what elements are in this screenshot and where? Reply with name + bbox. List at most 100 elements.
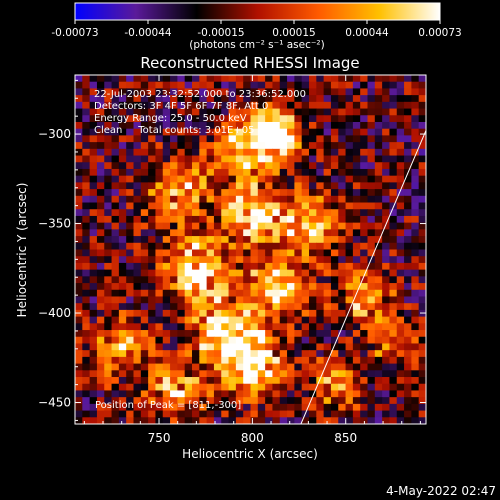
- heatmap-cell: [265, 377, 274, 385]
- heatmap-cell: [316, 390, 325, 398]
- heatmap-cell: [257, 242, 266, 251]
- heatmap-cell: [382, 296, 391, 304]
- heatmap-cell: [111, 236, 120, 244]
- heatmap-cell: [411, 142, 420, 150]
- heatmap-cell: [170, 323, 178, 331]
- heatmap-cell: [235, 202, 244, 210]
- heatmap-cell: [177, 148, 186, 157]
- heatmap-cell: [279, 195, 288, 204]
- heatmap-cell: [257, 390, 266, 398]
- heatmap-cell: [257, 249, 266, 257]
- heatmap-cell: [367, 88, 376, 96]
- heatmap-cell: [250, 417, 259, 424]
- heatmap-cell: [330, 303, 339, 311]
- heatmap-cell: [111, 135, 120, 143]
- heatmap-cell: [133, 350, 142, 358]
- heatmap-cell: [75, 397, 83, 405]
- heatmap-cell: [316, 296, 325, 304]
- heatmap-cell: [316, 276, 325, 284]
- heatmap-cell: [221, 128, 230, 136]
- heatmap-cell: [265, 162, 274, 170]
- heatmap-cell: [213, 101, 222, 110]
- heatmap-cell: [155, 88, 164, 96]
- heatmap-cell: [126, 202, 135, 210]
- heatmap-cell: [148, 316, 157, 324]
- heatmap-cell: [82, 128, 91, 136]
- heatmap-cell: [170, 182, 178, 190]
- heatmap-cell: [382, 189, 391, 197]
- heatmap-cell: [162, 383, 171, 392]
- heatmap-cell: [265, 343, 274, 351]
- heatmap-cell: [82, 417, 91, 424]
- heatmap-cell: [89, 242, 98, 251]
- heatmap-cell: [250, 236, 259, 244]
- heatmap-cell: [265, 417, 274, 424]
- heatmap-cell: [330, 397, 339, 405]
- heatmap-cell: [111, 242, 120, 251]
- heatmap-cell: [338, 390, 347, 398]
- heatmap-cell: [301, 101, 310, 110]
- heatmap-cell: [75, 222, 83, 230]
- heatmap-cell: [374, 249, 383, 257]
- heatmap-cell: [404, 390, 412, 398]
- heatmap-cell: [389, 296, 398, 304]
- heatmap-cell: [192, 330, 200, 338]
- heatmap-cell: [89, 142, 98, 150]
- heatmap-cell: [345, 148, 354, 157]
- heatmap-cell: [243, 168, 252, 177]
- heatmap-cell: [170, 283, 178, 291]
- heatmap-cell: [338, 189, 347, 197]
- heatmap-cell: [279, 155, 288, 163]
- heatmap-cell: [352, 397, 361, 405]
- heatmap-cell: [243, 390, 252, 398]
- heatmap-cell: [316, 162, 325, 170]
- heatmap-cell: [309, 269, 317, 277]
- heatmap-cell: [418, 95, 426, 103]
- heatmap-cell: [294, 195, 303, 204]
- heatmap-cell: [257, 330, 266, 338]
- heatmap-cell: [418, 101, 426, 110]
- heatmap-cell: [418, 128, 426, 136]
- heatmap-cell: [111, 323, 120, 331]
- heatmap-cell: [155, 135, 164, 143]
- heatmap-cell: [272, 283, 281, 291]
- heatmap-cell: [228, 229, 237, 237]
- heatmap-cell: [235, 303, 244, 311]
- heatmap-cell: [235, 356, 244, 365]
- heatmap-cell: [82, 135, 91, 143]
- heatmap-cell: [148, 108, 157, 116]
- heatmap-cell: [89, 417, 98, 424]
- heatmap-cell: [360, 229, 369, 237]
- heatmap-cell: [213, 202, 222, 210]
- heatmap-cell: [360, 236, 369, 244]
- footer-date: 4-May-2022 02:47: [386, 484, 496, 498]
- heatmap-cell: [316, 175, 325, 183]
- heatmap-cell: [360, 215, 369, 224]
- heatmap-cell: [309, 403, 317, 412]
- heatmap-cell: [382, 303, 391, 311]
- heatmap-cell: [367, 336, 376, 345]
- heatmap-cell: [418, 330, 426, 338]
- heatmap-cell: [192, 175, 200, 183]
- heatmap-cell: [199, 101, 208, 110]
- heatmap-cell: [360, 370, 369, 378]
- heatmap-cell: [272, 95, 281, 103]
- heatmap-cell: [301, 363, 310, 371]
- heatmap-cell: [316, 350, 325, 358]
- heatmap-cell: [148, 101, 157, 110]
- heatmap-cell: [323, 108, 332, 116]
- heatmap-cell: [140, 330, 149, 338]
- heatmap-cell: [396, 336, 405, 345]
- heatmap-cell: [345, 262, 354, 271]
- heatmap-cell: [118, 155, 127, 163]
- heatmap-cell: [177, 162, 186, 170]
- heatmap-cell: [323, 410, 332, 418]
- heatmap-cell: [330, 343, 339, 351]
- heatmap-cell: [96, 336, 105, 345]
- heatmap-cell: [352, 202, 361, 210]
- heatmap-cell: [235, 81, 244, 90]
- heatmap-cell: [118, 370, 127, 378]
- heatmap-cell: [140, 383, 149, 392]
- heatmap-cell: [82, 189, 91, 197]
- heatmap-cell: [184, 377, 193, 385]
